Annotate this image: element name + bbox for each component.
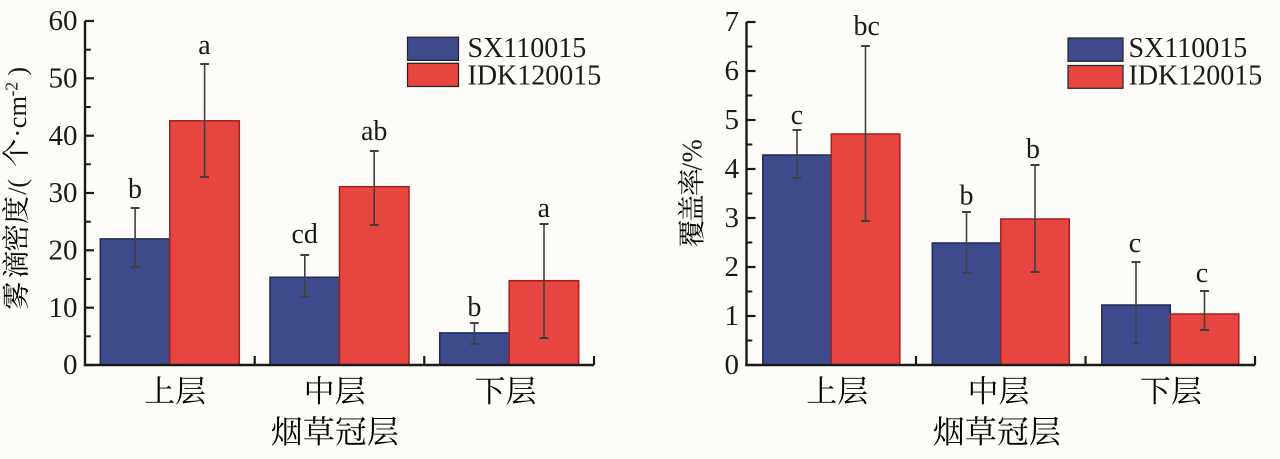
svg-text:0: 0: [725, 349, 740, 381]
svg-text:(: (: [2, 179, 32, 188]
svg-text:SX110015: SX110015: [1129, 33, 1248, 64]
svg-text:60: 60: [49, 5, 78, 37]
svg-text:IDK120015: IDK120015: [1129, 61, 1263, 92]
svg-text:c: c: [1196, 258, 1208, 289]
svg-text:IDK120015: IDK120015: [468, 61, 602, 92]
svg-text:20: 20: [49, 235, 78, 267]
svg-text:5: 5: [725, 104, 740, 136]
svg-text:b: b: [467, 292, 481, 323]
svg-text:10: 10: [49, 292, 78, 324]
svg-text:%: %: [677, 139, 708, 162]
svg-text:a: a: [538, 193, 551, 224]
svg-text:c: c: [1129, 228, 1141, 259]
svg-text:cm: cm: [2, 96, 32, 129]
svg-text:40: 40: [49, 120, 78, 152]
svg-text:cd: cd: [291, 219, 317, 250]
svg-text:6: 6: [725, 55, 740, 87]
svg-text:a: a: [198, 30, 211, 61]
svg-text:b: b: [128, 174, 142, 205]
svg-text:0: 0: [63, 349, 78, 381]
svg-text:50: 50: [49, 63, 78, 95]
svg-text:30: 30: [49, 177, 78, 209]
svg-text:/: /: [677, 163, 708, 171]
svg-text:3: 3: [725, 202, 740, 234]
svg-text:): ): [2, 67, 32, 76]
svg-text:b: b: [960, 181, 974, 212]
svg-text:·: ·: [2, 129, 32, 138]
svg-text:c: c: [791, 100, 803, 131]
svg-text:-2: -2: [1, 82, 21, 97]
svg-text:2: 2: [725, 251, 740, 283]
svg-text:b: b: [1026, 134, 1040, 165]
svg-text:/: /: [2, 187, 32, 195]
svg-text:7: 7: [725, 6, 740, 38]
svg-text:1: 1: [725, 300, 740, 332]
svg-text:SX110015: SX110015: [468, 33, 587, 64]
svg-text:bc: bc: [853, 11, 879, 42]
svg-text:4: 4: [725, 153, 740, 185]
svg-text:ab: ab: [361, 116, 387, 147]
